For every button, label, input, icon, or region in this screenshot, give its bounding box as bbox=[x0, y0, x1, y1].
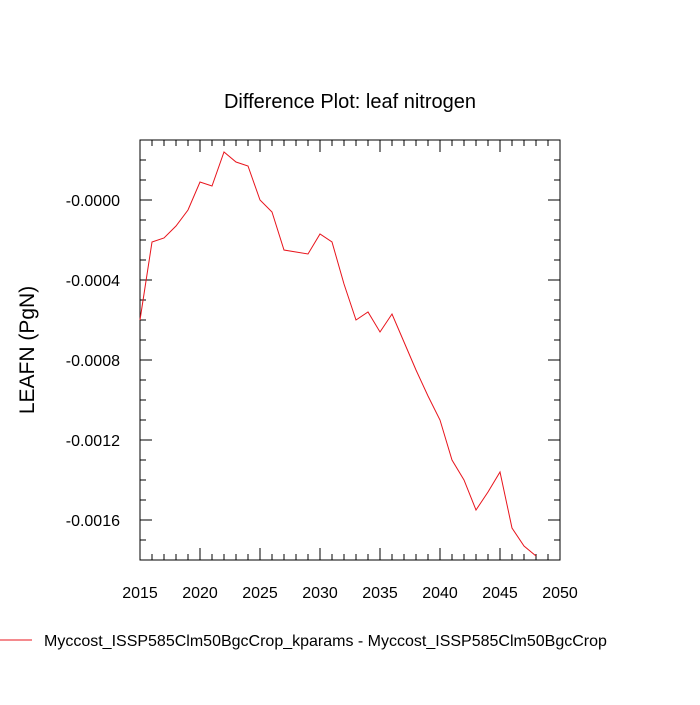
y-tick-label: -0.0012 bbox=[66, 433, 120, 450]
y-tick-label: -0.0016 bbox=[66, 513, 120, 530]
x-tick-label: 2020 bbox=[182, 585, 218, 602]
x-tick-label: 2035 bbox=[362, 585, 398, 602]
x-tick-label: 2045 bbox=[482, 585, 518, 602]
y-tick-label: -0.0008 bbox=[66, 353, 120, 370]
x-axis: 2015 2020 2025 2030 2035 2040 2045 2050 bbox=[122, 140, 578, 602]
x-tick-label: 2025 bbox=[242, 585, 278, 602]
series-layer bbox=[139, 151, 537, 557]
y-axis-label: LEAFN (PgN) bbox=[16, 286, 39, 414]
x-tick-label: 2040 bbox=[422, 585, 458, 602]
y-tick-label: -0.0000 bbox=[66, 193, 120, 210]
y-axis: -0.0000 -0.0004 -0.0008 -0.0012 -0.0016 bbox=[66, 159, 560, 561]
legend: Myccost_ISSP585Clm50BgcCrop_kparams - My… bbox=[0, 633, 607, 650]
plot-frame bbox=[139, 139, 561, 561]
chart-title: Difference Plot: leaf nitrogen bbox=[224, 91, 476, 113]
x-tick-label: 2015 bbox=[122, 585, 158, 602]
series-line bbox=[139, 151, 537, 557]
legend-label: Myccost_ISSP585Clm50BgcCrop_kparams - My… bbox=[44, 633, 607, 650]
x-tick-label: 2030 bbox=[302, 585, 338, 602]
y-tick-label: -0.0004 bbox=[66, 273, 120, 290]
x-tick-label: 2050 bbox=[542, 585, 578, 602]
